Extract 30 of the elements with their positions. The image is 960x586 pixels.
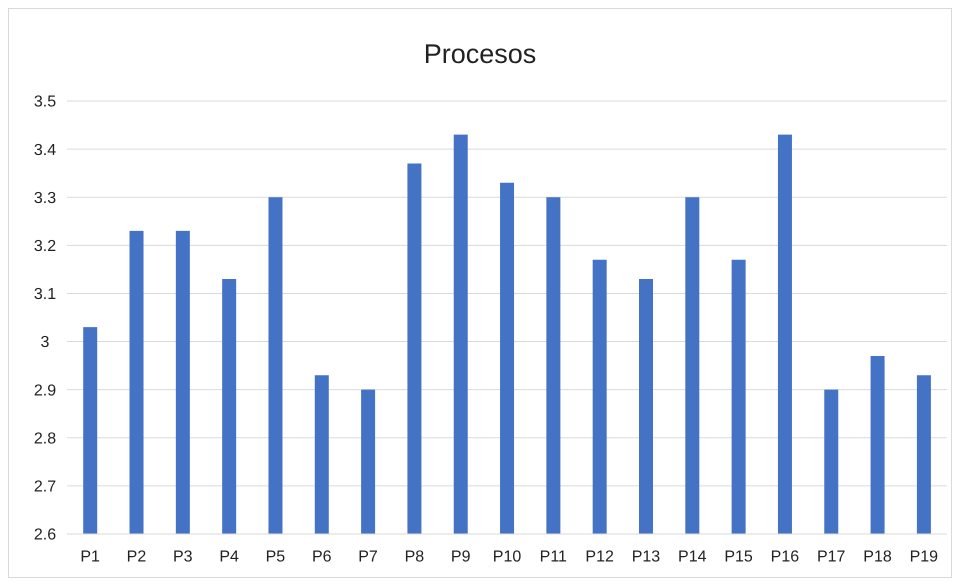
x-tick-label: P6 (312, 548, 332, 566)
x-tick-label: P4 (219, 548, 239, 566)
y-tick-label: 3.1 (34, 286, 56, 304)
x-tick-label: P12 (585, 548, 614, 566)
chart-title: Procesos (422, 39, 538, 70)
y-tick-label: 2.7 (34, 478, 56, 496)
x-tick-label: P16 (770, 548, 800, 566)
y-tick-label: 3.2 (34, 238, 56, 256)
x-tick-label: P7 (358, 548, 378, 566)
x-tick-label: P2 (126, 548, 146, 566)
y-tick-label: 2.9 (34, 382, 56, 400)
x-tick-label: P11 (540, 548, 568, 566)
x-tick-label: P18 (863, 548, 892, 566)
x-tick-label: P10 (492, 548, 522, 566)
x-tick-label: P17 (816, 548, 846, 566)
y-tick-label: 3 (40, 334, 50, 352)
x-tick-label: P14 (678, 548, 707, 566)
x-tick-label: P3 (173, 548, 193, 566)
x-tick-label: P19 (910, 548, 938, 566)
x-tick-label: P5 (266, 548, 286, 566)
y-tick-label: 2.8 (34, 430, 56, 448)
x-tick-label: P9 (450, 548, 471, 566)
x-tick-label: P1 (80, 548, 100, 566)
x-tick-label: P15 (724, 548, 753, 566)
y-tick-label: 3.3 (34, 190, 56, 207)
x-tick-label: P13 (632, 548, 660, 566)
y-tick-label: 3.4 (34, 142, 56, 159)
y-tick-label: 2.6 (34, 526, 56, 544)
y-tick-label: 3.5 (34, 94, 56, 111)
x-tick-label: P8 (404, 548, 424, 566)
